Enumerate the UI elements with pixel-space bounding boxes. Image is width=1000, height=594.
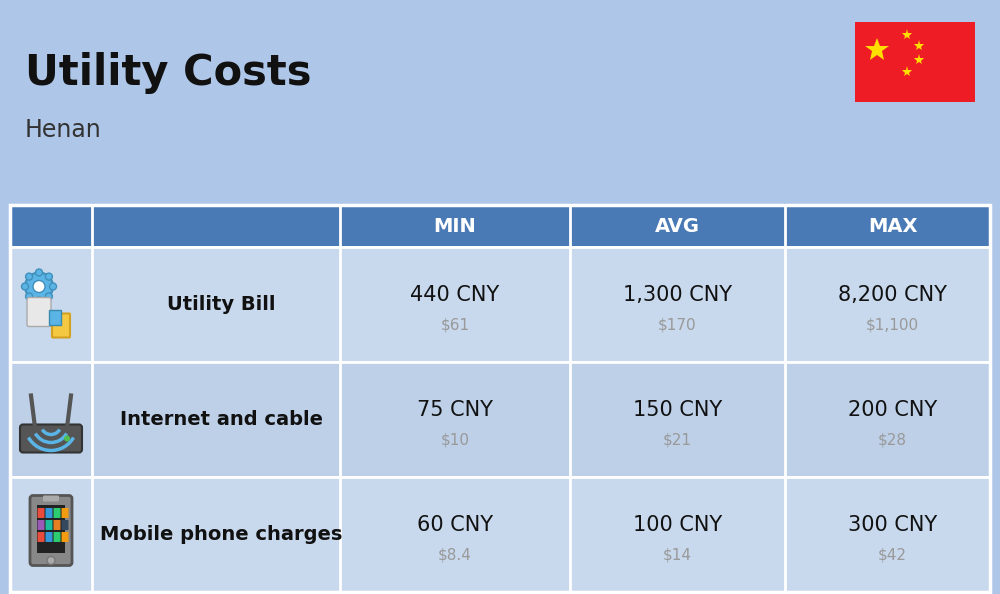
Text: $1,100: $1,100	[866, 318, 919, 333]
FancyBboxPatch shape	[27, 298, 51, 327]
Text: 300 CNY: 300 CNY	[848, 516, 937, 535]
FancyBboxPatch shape	[54, 532, 60, 542]
FancyBboxPatch shape	[10, 247, 990, 362]
Circle shape	[47, 557, 55, 564]
Circle shape	[36, 297, 42, 304]
Text: Mobile phone charges: Mobile phone charges	[100, 525, 342, 544]
Text: Henan: Henan	[25, 118, 102, 142]
Text: 200 CNY: 200 CNY	[848, 400, 937, 421]
Circle shape	[22, 283, 28, 290]
Text: $21: $21	[663, 432, 692, 448]
Text: 1,300 CNY: 1,300 CNY	[623, 285, 732, 305]
Text: 150 CNY: 150 CNY	[633, 400, 722, 421]
Text: 100 CNY: 100 CNY	[633, 516, 722, 535]
Text: MAX: MAX	[868, 216, 917, 235]
FancyBboxPatch shape	[43, 495, 59, 501]
Text: 75 CNY: 75 CNY	[417, 400, 493, 421]
FancyBboxPatch shape	[38, 532, 44, 542]
FancyBboxPatch shape	[54, 508, 60, 518]
FancyBboxPatch shape	[30, 495, 72, 565]
Circle shape	[33, 280, 45, 292]
Text: $42: $42	[878, 548, 907, 563]
FancyBboxPatch shape	[46, 508, 52, 518]
Text: $170: $170	[658, 318, 697, 333]
FancyBboxPatch shape	[62, 532, 68, 542]
FancyBboxPatch shape	[62, 520, 68, 530]
FancyBboxPatch shape	[52, 314, 70, 337]
FancyBboxPatch shape	[10, 362, 990, 477]
Circle shape	[36, 269, 42, 276]
FancyBboxPatch shape	[38, 508, 44, 518]
FancyBboxPatch shape	[10, 477, 990, 592]
Text: $14: $14	[663, 548, 692, 563]
Text: 8,200 CNY: 8,200 CNY	[838, 285, 947, 305]
Text: Utility Costs: Utility Costs	[25, 52, 312, 94]
Text: Utility Bill: Utility Bill	[167, 295, 275, 314]
FancyBboxPatch shape	[38, 520, 44, 530]
FancyBboxPatch shape	[10, 205, 990, 247]
Text: 440 CNY: 440 CNY	[410, 285, 500, 305]
Circle shape	[50, 283, 56, 290]
Circle shape	[64, 435, 70, 441]
Text: MIN: MIN	[434, 216, 476, 235]
FancyBboxPatch shape	[49, 309, 61, 324]
Text: $8.4: $8.4	[438, 548, 472, 563]
Text: AVG: AVG	[655, 216, 700, 235]
Circle shape	[26, 293, 33, 300]
FancyBboxPatch shape	[46, 520, 52, 530]
Text: $10: $10	[440, 432, 470, 448]
FancyBboxPatch shape	[855, 22, 975, 102]
Text: 60 CNY: 60 CNY	[417, 516, 493, 535]
Circle shape	[45, 293, 52, 300]
FancyBboxPatch shape	[46, 532, 52, 542]
FancyBboxPatch shape	[37, 504, 65, 552]
Circle shape	[45, 273, 52, 280]
FancyBboxPatch shape	[62, 508, 68, 518]
FancyBboxPatch shape	[54, 520, 60, 530]
Text: $61: $61	[440, 318, 470, 333]
Text: $28: $28	[878, 432, 907, 448]
FancyBboxPatch shape	[20, 425, 82, 453]
Circle shape	[25, 273, 53, 301]
Circle shape	[26, 273, 33, 280]
Text: Internet and cable: Internet and cable	[120, 410, 322, 429]
